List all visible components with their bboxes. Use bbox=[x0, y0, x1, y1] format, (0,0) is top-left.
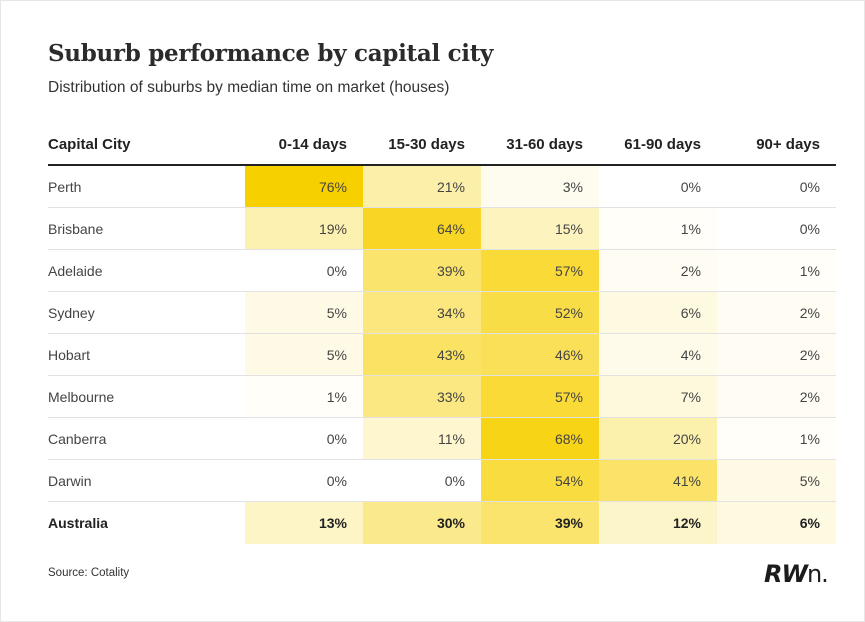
heat-cell-perth-90-plus-days: 0% bbox=[717, 165, 836, 208]
heat-cell-sydney-61-90-days: 6% bbox=[599, 291, 717, 334]
heat-cell-melbourne-0-14-days: 1% bbox=[245, 375, 363, 418]
table-row: Hobart 5% 43% 46% 4% 2% bbox=[48, 333, 836, 376]
city-label-hobart: Hobart bbox=[48, 333, 245, 376]
column-header-capital-city: Capital City bbox=[48, 124, 245, 166]
table-row: Brisbane 19% 64% 15% 1% 0% bbox=[48, 207, 836, 250]
chart-title: Suburb performance by capital city bbox=[48, 40, 494, 67]
heat-cell-adelaide-31-60-days: 57% bbox=[481, 249, 599, 292]
heat-cell-brisbane-31-60-days: 15% bbox=[481, 207, 599, 250]
heat-cell-melbourne-90-plus-days: 2% bbox=[717, 375, 836, 418]
heat-cell-hobart-0-14-days: 5% bbox=[245, 333, 363, 376]
city-label-perth: Perth bbox=[48, 165, 245, 208]
heat-cell-melbourne-15-30-days: 33% bbox=[363, 375, 481, 418]
rwn-logo: RWn. bbox=[764, 560, 829, 588]
heat-cell-australia-90-plus-days: 6% bbox=[717, 501, 836, 544]
heat-cell-hobart-90-plus-days: 2% bbox=[717, 333, 836, 376]
heatmap-body: Perth 76% 21% 3% 0% 0% Brisbane 19% 64% 15% 1% 0% Ad… bbox=[48, 165, 836, 544]
column-header-90-plus-days: 90+ days bbox=[717, 124, 836, 166]
heat-cell-darwin-0-14-days: 0% bbox=[245, 459, 363, 502]
table-row: Canberra 0% 11% 68% 20% 1% bbox=[48, 417, 836, 460]
heat-cell-adelaide-0-14-days: 0% bbox=[245, 249, 363, 292]
heat-cell-australia-0-14-days: 13% bbox=[245, 501, 363, 544]
heat-cell-brisbane-15-30-days: 64% bbox=[363, 207, 481, 250]
heat-cell-hobart-31-60-days: 46% bbox=[481, 333, 599, 376]
heat-cell-perth-61-90-days: 0% bbox=[599, 165, 717, 208]
heat-cell-australia-61-90-days: 12% bbox=[599, 501, 717, 544]
heat-cell-darwin-90-plus-days: 5% bbox=[717, 459, 836, 502]
heat-cell-sydney-15-30-days: 34% bbox=[363, 291, 481, 334]
heat-cell-hobart-15-30-days: 43% bbox=[363, 333, 481, 376]
heat-cell-sydney-90-plus-days: 2% bbox=[717, 291, 836, 334]
heat-cell-canberra-90-plus-days: 1% bbox=[717, 417, 836, 460]
column-header-0-14-days: 0-14 days bbox=[245, 124, 363, 166]
heat-cell-hobart-61-90-days: 4% bbox=[599, 333, 717, 376]
table-row: Melbourne 1% 33% 57% 7% 2% bbox=[48, 375, 836, 418]
heat-cell-brisbane-61-90-days: 1% bbox=[599, 207, 717, 250]
header-row: Capital City 0-14 days 15-30 days 31-60 … bbox=[48, 124, 836, 166]
city-label-sydney: Sydney bbox=[48, 291, 245, 334]
city-label-australia: Australia bbox=[48, 515, 108, 531]
heat-cell-canberra-31-60-days: 68% bbox=[481, 417, 599, 460]
heat-cell-melbourne-31-60-days: 57% bbox=[481, 375, 599, 418]
chart-subtitle: Distribution of suburbs by median time o… bbox=[48, 79, 450, 96]
heat-cell-sydney-0-14-days: 5% bbox=[245, 291, 363, 334]
column-header-61-90-days: 61-90 days bbox=[599, 124, 717, 166]
heat-cell-canberra-61-90-days: 20% bbox=[599, 417, 717, 460]
table-row: Perth 76% 21% 3% 0% 0% bbox=[48, 165, 836, 208]
heat-cell-adelaide-15-30-days: 39% bbox=[363, 249, 481, 292]
heat-cell-perth-31-60-days: 3% bbox=[481, 165, 599, 208]
heat-cell-australia-31-60-days: 39% bbox=[481, 501, 599, 544]
heatmap-table: Capital City 0-14 days 15-30 days 31-60 … bbox=[48, 124, 836, 544]
city-label-brisbane: Brisbane bbox=[48, 207, 245, 250]
heat-cell-canberra-0-14-days: 0% bbox=[245, 417, 363, 460]
heat-cell-canberra-15-30-days: 11% bbox=[363, 417, 481, 460]
city-label-adelaide: Adelaide bbox=[48, 249, 245, 292]
heat-cell-brisbane-90-plus-days: 0% bbox=[717, 207, 836, 250]
city-label-melbourne: Melbourne bbox=[48, 375, 245, 418]
heat-cell-darwin-15-30-days: 0% bbox=[363, 459, 481, 502]
heat-cell-adelaide-61-90-days: 2% bbox=[599, 249, 717, 292]
heat-cell-australia-15-30-days: 30% bbox=[363, 501, 481, 544]
heat-cell-melbourne-61-90-days: 7% bbox=[599, 375, 717, 418]
city-label-canberra: Canberra bbox=[48, 417, 245, 460]
heat-cell-darwin-31-60-days: 54% bbox=[481, 459, 599, 502]
column-header-15-30-days: 15-30 days bbox=[363, 124, 481, 166]
table-row: Adelaide 0% 39% 57% 2% 1% bbox=[48, 249, 836, 292]
total-row: Australia 13% 30% 39% 12% 6% bbox=[48, 501, 836, 544]
heat-cell-adelaide-90-plus-days: 1% bbox=[717, 249, 836, 292]
source-note: Source: Cotality bbox=[48, 567, 130, 579]
column-header-31-60-days: 31-60 days bbox=[481, 124, 599, 166]
heat-cell-sydney-31-60-days: 52% bbox=[481, 291, 599, 334]
heat-cell-perth-15-30-days: 21% bbox=[363, 165, 481, 208]
table-row: Sydney 5% 34% 52% 6% 2% bbox=[48, 291, 836, 334]
table-row: Darwin 0% 0% 54% 41% 5% bbox=[48, 459, 836, 502]
heat-cell-perth-0-14-days: 76% bbox=[245, 165, 363, 208]
heat-cell-darwin-61-90-days: 41% bbox=[599, 459, 717, 502]
heat-cell-brisbane-0-14-days: 19% bbox=[245, 207, 363, 250]
city-label-darwin: Darwin bbox=[48, 459, 245, 502]
